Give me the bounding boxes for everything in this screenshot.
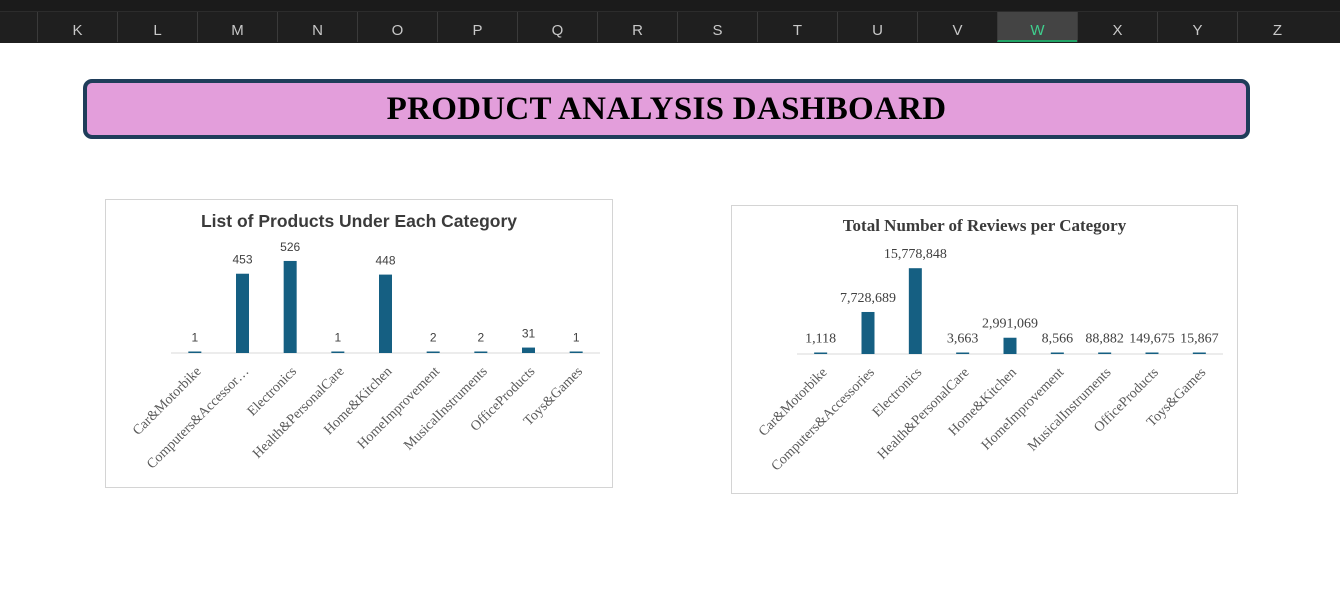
column-header-o[interactable]: O — [357, 12, 437, 42]
column-header-y[interactable]: Y — [1157, 12, 1237, 42]
column-header-s[interactable]: S — [677, 12, 757, 42]
column-header-k[interactable]: K — [37, 12, 117, 42]
column-header-v[interactable]: V — [917, 12, 997, 42]
bar-home-kitchen[interactable] — [1003, 337, 1017, 354]
dashboard-title: PRODUCT ANALYSIS DASHBOARD — [386, 90, 947, 127]
bar-computers-accessories[interactable] — [861, 311, 875, 354]
bar-computers-accessories[interactable] — [236, 273, 249, 353]
column-header-w[interactable]: W — [997, 12, 1077, 42]
data-label: 1 — [573, 331, 580, 345]
products-per-category-chart[interactable]: List of Products Under Each Category 1 Ca… — [105, 199, 613, 488]
dashboard-title-banner: PRODUCT ANALYSIS DASHBOARD — [83, 79, 1250, 139]
bar-homeimprovement[interactable] — [426, 351, 440, 354]
data-label: 7,728,689 — [840, 291, 896, 306]
bar-electronics[interactable] — [283, 260, 297, 353]
bar-electronics[interactable] — [908, 268, 922, 354]
bar-car-motorbike[interactable] — [814, 352, 828, 355]
data-label: 149,675 — [1129, 332, 1175, 347]
column-header-t[interactable]: T — [757, 12, 837, 42]
data-label: 1 — [334, 331, 341, 345]
chart-title: Total Number of Reviews per Category — [842, 216, 1127, 235]
data-label: 453 — [232, 253, 252, 267]
column-header-u[interactable]: U — [837, 12, 917, 42]
data-label: 31 — [522, 327, 536, 341]
column-header-l[interactable]: L — [117, 12, 197, 42]
bar-car-motorbike[interactable] — [188, 351, 202, 354]
data-label: 1,118 — [805, 332, 836, 347]
bar-toys-games[interactable] — [1192, 352, 1206, 355]
column-header-m[interactable]: M — [197, 12, 277, 42]
data-label: 2,991,069 — [982, 317, 1038, 332]
bar-musicalinstruments[interactable] — [474, 351, 488, 354]
category-tick-label: HomeImprovement — [979, 365, 1067, 453]
bar-toys-games[interactable] — [569, 351, 583, 354]
column-header-q[interactable]: Q — [517, 12, 597, 42]
data-label: 448 — [375, 254, 395, 268]
bar-musicalinstruments[interactable] — [1098, 352, 1112, 355]
category-tick-label: MusicalInstruments — [1025, 365, 1114, 454]
data-label: 15,778,848 — [884, 247, 947, 262]
bar-homeimprovement[interactable] — [1050, 352, 1064, 355]
data-label: 2 — [430, 331, 437, 345]
data-label: 526 — [280, 240, 300, 254]
category-tick-label: HomeImprovement — [355, 364, 443, 452]
data-label: 3,663 — [947, 332, 979, 347]
bar-officeproducts[interactable] — [522, 347, 535, 353]
window-top-strip — [0, 0, 1340, 11]
data-label: 88,882 — [1085, 332, 1124, 347]
category-tick-label: MusicalInstruments — [401, 364, 490, 453]
data-label: 8,566 — [1042, 332, 1074, 347]
bar-health-personalcare[interactable] — [956, 352, 970, 355]
reviews-per-category-chart[interactable]: Total Number of Reviews per Category 1,1… — [731, 205, 1238, 494]
bar-home-kitchen[interactable] — [379, 274, 392, 353]
data-label: 1 — [191, 331, 198, 345]
column-header-x[interactable]: X — [1077, 12, 1157, 42]
category-tick-label: Health&PersonalCare — [250, 364, 347, 461]
column-header-r[interactable]: R — [597, 12, 677, 42]
data-label: 2 — [477, 331, 484, 345]
bar-health-personalcare[interactable] — [331, 351, 345, 354]
bar-officeproducts[interactable] — [1145, 352, 1159, 355]
data-label: 15,867 — [1180, 332, 1219, 347]
column-header-z[interactable]: Z — [1237, 12, 1317, 42]
column-header-p[interactable]: P — [437, 12, 517, 42]
column-header-n[interactable]: N — [277, 12, 357, 42]
chart-title: List of Products Under Each Category — [200, 211, 518, 231]
category-tick-label: Health&PersonalCare — [875, 365, 972, 462]
reviews-chart-plot: 1,118Car&Motorbike7,728,689Computers&Acc… — [756, 247, 1223, 474]
products-chart-plot: 1Car&Motorbike453Computers&Accessor…526E… — [130, 240, 600, 472]
